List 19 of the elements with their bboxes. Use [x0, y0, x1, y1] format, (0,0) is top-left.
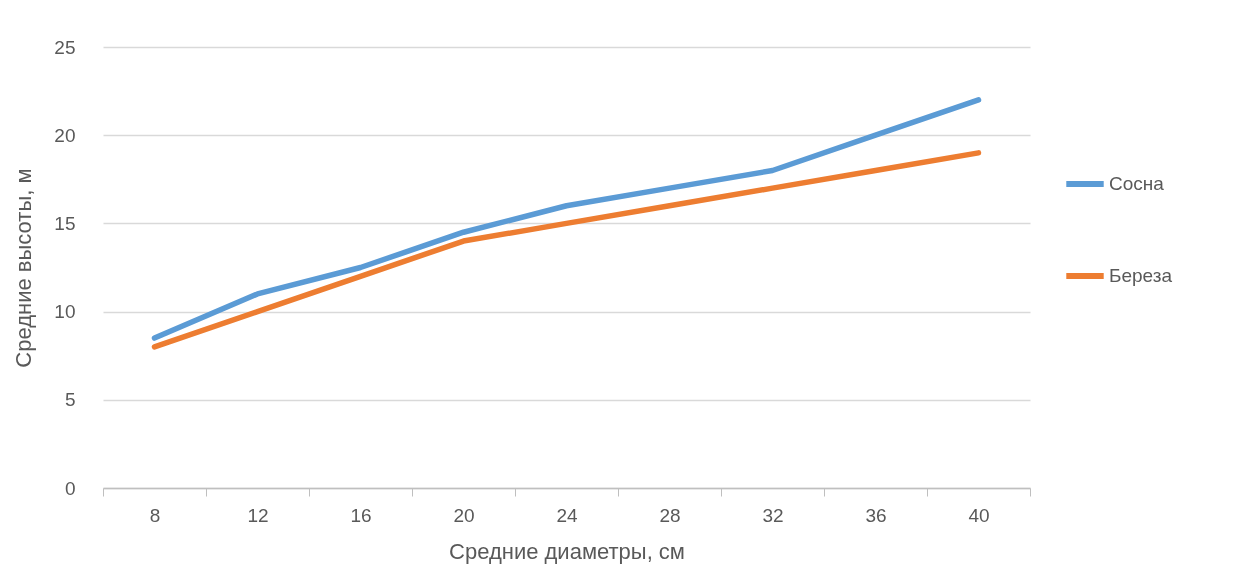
x-tick-label: 20 — [453, 504, 475, 526]
y-tick-label: 0 — [64, 477, 76, 499]
x-tick-label: 28 — [659, 504, 681, 526]
x-tick-label: 8 — [149, 504, 161, 526]
y-tick-label: 10 — [54, 301, 76, 323]
y-tick-label: 20 — [54, 124, 76, 146]
legend-label: Береза — [1109, 265, 1173, 286]
y-axis-title: Средние высоты, м — [11, 168, 37, 368]
x-tick-label: 32 — [762, 504, 784, 526]
legend-label: Сосна — [1109, 173, 1165, 194]
x-tick-label: 40 — [968, 504, 990, 526]
y-tick-label: 15 — [54, 212, 76, 234]
x-tick-label: 16 — [350, 504, 372, 526]
y-tick-label: 25 — [54, 36, 76, 58]
x-tick-label: 12 — [247, 504, 269, 526]
x-tick-label: 36 — [865, 504, 887, 526]
x-axis-title: Средние диаметры, см — [449, 538, 685, 564]
x-tick-label: 24 — [556, 504, 578, 526]
y-tick-label: 5 — [64, 389, 76, 411]
